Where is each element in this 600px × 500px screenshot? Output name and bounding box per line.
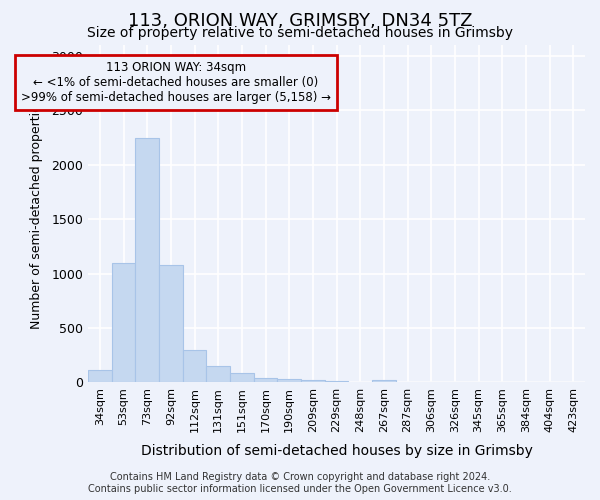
Text: Contains HM Land Registry data © Crown copyright and database right 2024.
Contai: Contains HM Land Registry data © Crown c… [88,472,512,494]
Bar [230,372,254,382]
Bar [112,262,136,382]
Text: Size of property relative to semi-detached houses in Grimsby: Size of property relative to semi-detach… [87,26,513,40]
Text: 113, ORION WAY, GRIMSBY, DN34 5TZ: 113, ORION WAY, GRIMSBY, DN34 5TZ [128,12,472,30]
Bar [301,380,325,382]
Bar [136,138,159,382]
Bar [372,380,395,382]
Bar [254,378,277,382]
Bar [159,266,183,382]
Bar [325,381,349,382]
X-axis label: Distribution of semi-detached houses by size in Grimsby: Distribution of semi-detached houses by … [140,444,532,458]
Text: 113 ORION WAY: 34sqm
← <1% of semi-detached houses are smaller (0)
>99% of semi-: 113 ORION WAY: 34sqm ← <1% of semi-detac… [20,62,331,104]
Bar [88,370,112,382]
Bar [206,366,230,382]
Bar [277,378,301,382]
Bar [183,350,206,382]
Y-axis label: Number of semi-detached properties: Number of semi-detached properties [30,98,43,330]
